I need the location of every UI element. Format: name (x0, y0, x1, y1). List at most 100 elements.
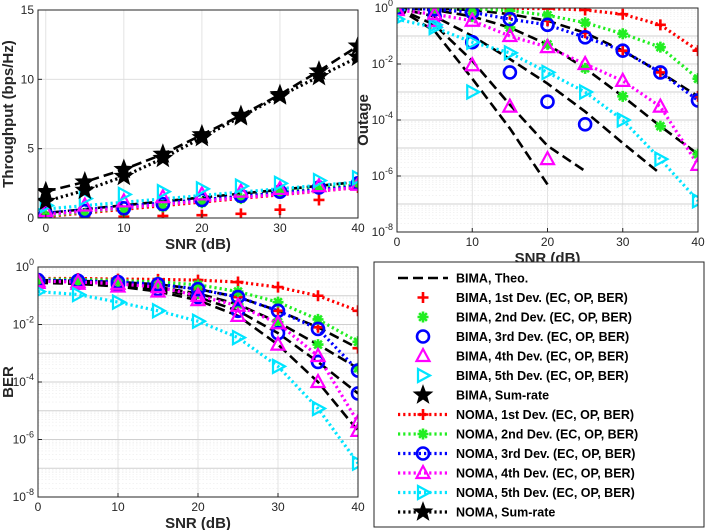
series-line-3 (38, 281, 358, 432)
legend-marker (416, 484, 433, 501)
data-point-7-6 (269, 335, 287, 351)
x-tick-label: 0 (42, 221, 49, 235)
data-point-9-2 (466, 83, 482, 101)
data-point-12-2 (111, 293, 128, 311)
legend-entry: BIMA, Theo. (398, 272, 528, 286)
legend-label: NOMA, 2nd Dev. (EC, OP, BER) (456, 428, 638, 442)
data-point-7-4 (189, 290, 207, 307)
data-point-12-6 (271, 358, 288, 375)
legend-entry: BIMA, 1st Dev. (EC, OP, BER) (417, 291, 628, 305)
data-point-6-2 (466, 10, 478, 22)
legend-marker (416, 367, 433, 384)
y-tick-label: 10-4 (372, 110, 393, 127)
data-point-12-7 (308, 65, 330, 86)
series-line-11 (38, 180, 358, 212)
x-axis-label: SNR (dB) (165, 236, 231, 253)
legend-marker (417, 311, 429, 323)
x-tick-label: 0 (394, 235, 401, 249)
data-point-8-3 (501, 97, 519, 113)
legend-label: BIMA, 1st Dev. (EC, OP, BER) (456, 291, 628, 305)
data-point-2-1 (79, 208, 91, 218)
data-point-14-4 (541, 64, 557, 81)
data-point-13-5 (576, 54, 594, 71)
series-line-1 (397, 8, 586, 173)
data-point-5-7 (312, 172, 329, 189)
data-point-11-2 (109, 274, 127, 290)
y-tick-label: 10-2 (13, 315, 34, 332)
series-line-11 (38, 279, 358, 424)
data-point-10-5 (579, 8, 591, 16)
data-point-8-5 (232, 276, 244, 288)
y-tick-label: 10-6 (13, 430, 34, 447)
legend-entry: BIMA, Sum-rate (412, 384, 549, 404)
data-point-12-4 (191, 312, 208, 330)
x-tick-label: 30 (273, 221, 287, 235)
y-axis-label: BER (0, 366, 17, 398)
data-point-10-8 (692, 45, 698, 57)
x-tick-label: 20 (541, 235, 555, 249)
series-line-14 (397, 17, 698, 202)
ber-panel: 0 10 20 30 40 10-8 10-6 10-4 10-2 100 SNR (dB) BER (0, 257, 365, 530)
data-point-11-5 (579, 17, 591, 29)
data-point-13-6 (614, 71, 632, 87)
y-tick-label: 10-6 (372, 166, 393, 183)
x-tick-label: 30 (271, 500, 285, 514)
data-point-13-2 (463, 11, 481, 27)
data-point-9-1 (72, 273, 84, 285)
data-point-13-8 (689, 155, 698, 171)
y-axis-label: Outage (355, 94, 372, 146)
data-point-10-8 (350, 363, 358, 378)
legend-entry: NOMA, 1st Dev. (EC, OP, BER) (398, 408, 634, 422)
data-point-5-6 (273, 174, 290, 192)
legend-marker (417, 292, 429, 303)
legend-marker (414, 346, 432, 363)
data-point-14-2 (466, 33, 482, 51)
data-point-5-4 (195, 180, 212, 198)
data-point-6-8 (350, 386, 358, 401)
data-point-7-5 (229, 306, 247, 322)
data-point-12-4 (540, 17, 555, 33)
data-point-12-5 (577, 29, 593, 45)
data-point-7-3 (502, 65, 518, 80)
data-point-11-4 (189, 286, 207, 302)
data-point-12-3 (502, 11, 518, 27)
axes-box (37, 9, 359, 219)
data-point-10-7 (310, 321, 326, 337)
data-point-14-3 (503, 44, 520, 62)
data-point-10-7 (654, 19, 666, 31)
data-point-1-7 (313, 194, 325, 206)
data-point-9-6 (272, 296, 284, 308)
y-tick-label: 10 (21, 72, 35, 86)
x-tick-label: 10 (117, 221, 131, 235)
data-point-13-7 (652, 97, 669, 113)
y-tick-label: 10-2 (372, 54, 393, 71)
data-point-12-5 (231, 329, 248, 346)
legend-label: NOMA, 1st Dev. (EC, OP, BER) (456, 408, 634, 422)
legend-entry: NOMA, 3rd Dev. (EC, OP, BER) (398, 446, 635, 461)
data-point-12-0 (38, 190, 57, 211)
legend-entry: NOMA, 2nd Dev. (EC, OP, BER) (398, 428, 638, 442)
data-point-6-4 (542, 38, 553, 50)
legend-entry: BIMA, 5th Dev. (EC, OP, BER) (416, 367, 628, 384)
y-tick-label: 100 (375, 0, 393, 15)
legend-marker (412, 501, 434, 521)
legend-entry: NOMA, Sum-rate (398, 501, 555, 521)
data-point-5-3 (156, 183, 173, 200)
legend-marker (415, 329, 431, 344)
legend-entry: NOMA, 5th Dev. (EC, OP, BER) (398, 484, 635, 501)
data-point-12-6 (269, 85, 291, 105)
data-point-2-3 (157, 201, 169, 213)
data-point-10-4 (190, 281, 206, 297)
legend-label: NOMA, Sum-rate (456, 506, 555, 520)
data-point-14-8 (691, 192, 698, 210)
data-point-5-5 (234, 177, 251, 195)
data-point-12-1 (74, 179, 96, 200)
data-point-11-0 (38, 271, 47, 288)
data-point-10-5 (230, 289, 246, 305)
data-point-5-6 (617, 45, 629, 57)
data-point-2-5 (235, 193, 247, 205)
legend-label: BIMA, 2nd Dev. (EC, OP, BER) (456, 311, 632, 325)
series-line-0 (397, 8, 549, 186)
legend-label: BIMA, Theo. (456, 272, 528, 286)
